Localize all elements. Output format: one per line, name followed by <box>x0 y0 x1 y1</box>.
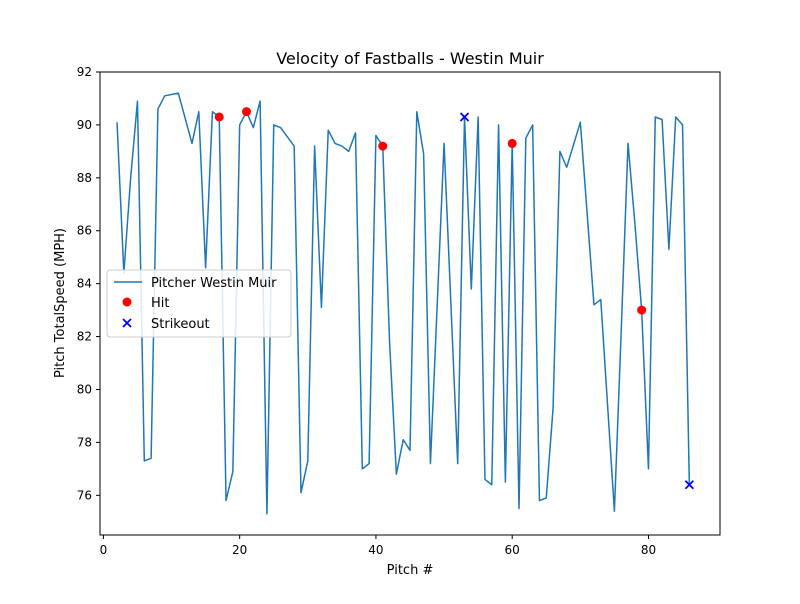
plot-area <box>116 92 694 515</box>
hit-marker <box>637 305 647 315</box>
chart-title: Velocity of Fastballs - Westin Muir <box>276 49 544 68</box>
legend-box <box>106 269 292 338</box>
y-tick-label: 92 <box>77 65 92 79</box>
strikeout-marker <box>684 480 694 490</box>
legend-label: Pitcher Westin Muir <box>151 276 277 291</box>
axes: 0 20 40 60 80 76 78 80 82 84 86 88 90 92 <box>77 65 721 557</box>
x-tick-label: 0 <box>100 543 108 557</box>
axes-frame <box>99 71 721 536</box>
y-tick-label: 86 <box>77 224 92 238</box>
x-tick-label: 20 <box>232 543 247 557</box>
hit-marker <box>507 138 517 148</box>
hit-marker <box>378 141 388 151</box>
legend-label: Hit <box>151 296 169 311</box>
y-axis-label: Pitch TotalSpeed (MPH) <box>53 228 68 378</box>
x-axis-label: Pitch # <box>387 563 434 578</box>
y-tick-label: 90 <box>77 118 92 132</box>
y-tick-label: 76 <box>77 488 92 502</box>
x-tick-label: 60 <box>505 543 520 557</box>
legend: Pitcher Westin Muir Hit Strikeout <box>106 269 292 338</box>
y-tick-label: 88 <box>77 171 92 185</box>
hit-marker <box>214 112 224 122</box>
x-tick-label: 80 <box>641 543 656 557</box>
legend-hit-swatch <box>122 297 132 307</box>
legend-strikeout-swatch <box>122 318 132 328</box>
hit-marker <box>241 107 251 117</box>
legend-label: Strikeout <box>151 317 210 332</box>
y-tick-label: 80 <box>77 382 92 396</box>
x-tick-label: 40 <box>368 543 383 557</box>
y-tick-label: 84 <box>77 277 92 291</box>
strikeout-marker <box>459 112 470 122</box>
y-tick-label: 78 <box>77 435 92 449</box>
y-tick-label: 82 <box>77 330 92 344</box>
